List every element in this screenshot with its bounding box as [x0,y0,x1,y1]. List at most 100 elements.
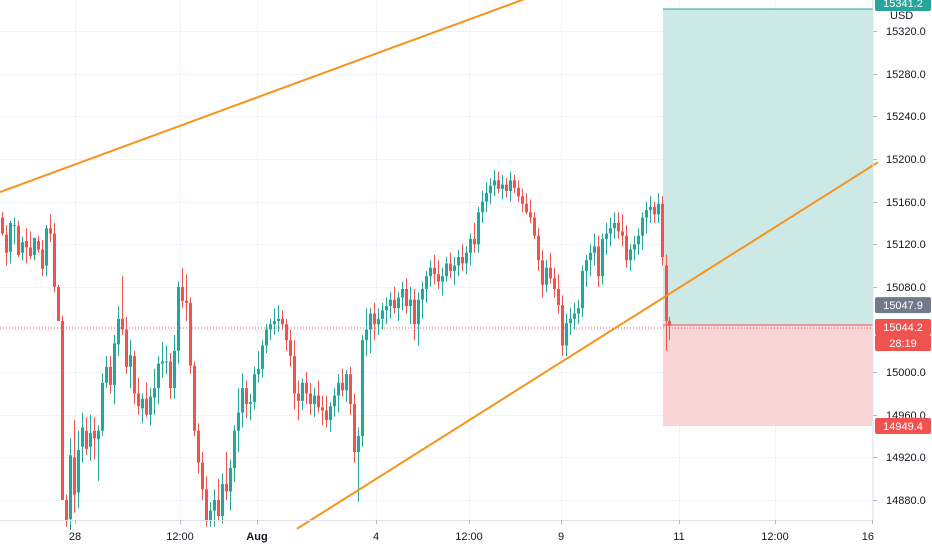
price-tick-label: 14920.0 [886,452,926,464]
time-axis[interactable]: 28 12:00 Aug 4 12:00 9 11 12:00 16 [69,520,874,543]
candle-body [377,318,380,325]
candle-body [97,430,100,440]
candle-body [517,187,520,197]
candle [101,373,104,437]
upper-channel-line[interactable] [0,0,530,193]
profit-zone[interactable] [663,8,873,326]
candle [9,220,12,264]
candle-body [137,393,140,407]
candle-body [241,388,244,413]
lower-channel-line[interactable] [296,161,879,530]
candle-body [233,430,236,469]
candle-body [649,206,652,211]
candle [585,254,588,287]
candle-body [181,286,184,301]
candle-body [525,203,528,213]
candle-body [345,374,348,391]
candle-body [389,299,392,307]
candle [577,299,580,325]
candle [37,235,40,253]
candle [405,278,408,314]
candle-body [113,343,116,385]
time-tick-label: 28 [69,531,81,543]
candle [285,318,288,351]
candle-body [625,235,628,261]
candle-body [485,193,488,202]
candle [237,388,240,453]
candle-body [201,462,204,490]
time-tick-label: 16 [862,531,874,543]
candle [317,380,320,413]
candle-body [217,500,220,516]
price-tick-label: 15080.0 [886,282,926,294]
candle [205,476,208,527]
candle-body [21,242,24,253]
candle-body [477,212,480,245]
candle [509,171,512,202]
candle [393,286,396,314]
candle [445,257,448,282]
candle-body [45,228,48,266]
candle [249,393,252,421]
candle-body [25,241,28,248]
candle-body [529,212,532,218]
candle-body [13,225,16,227]
stop-loss-tag-text: 14949.4 [883,421,923,433]
candle [109,356,112,394]
candle-body [633,244,636,250]
candle [81,412,84,463]
price-tick-label: 15280.0 [886,69,926,81]
candle-body [245,388,248,405]
candle-body [457,257,460,266]
price-tick-label: 15120.0 [886,239,926,251]
candle-series [1,169,671,530]
candle [85,416,88,456]
candle [313,388,316,417]
candle [113,334,116,405]
candle-body [9,222,12,252]
time-tick-label: 9 [558,531,564,543]
candle [17,220,20,258]
candle-body [393,299,396,309]
candle [501,174,504,200]
candle-body [277,318,280,321]
candle-body [453,265,456,271]
candle-body [81,427,84,447]
candle [221,473,224,524]
candle-body [249,401,252,405]
trend-lines[interactable] [0,0,879,530]
candle [657,193,660,223]
candle [453,257,456,285]
time-tick-label: 12:00 [166,531,194,543]
candle [461,244,464,271]
candle [305,372,308,405]
candle [429,260,432,287]
time-tick-label: 12:00 [455,531,483,543]
candle-body [17,226,20,255]
candle [157,356,160,405]
candle-body [209,510,212,522]
candle [45,225,48,277]
price-tick-label: 15200.0 [886,154,926,166]
candle [545,260,548,293]
candle [621,214,624,247]
candle-body [573,313,576,319]
price-axis[interactable]: 14880.014920.014960.015000.015080.015120… [873,26,926,507]
candle [425,270,428,303]
candle [597,235,600,287]
candle-body [109,366,112,385]
loss-zone[interactable] [663,325,873,427]
candle-body [213,500,216,511]
candle-body [337,382,340,396]
candle [97,425,100,481]
candle-body [197,430,200,463]
previous-close-tag: 15047.9 [875,297,931,314]
candle [353,393,356,463]
candle-body [341,382,344,391]
candle [573,302,576,330]
candle-body [609,228,612,234]
candle-body [125,329,128,367]
candle-body [409,299,412,307]
